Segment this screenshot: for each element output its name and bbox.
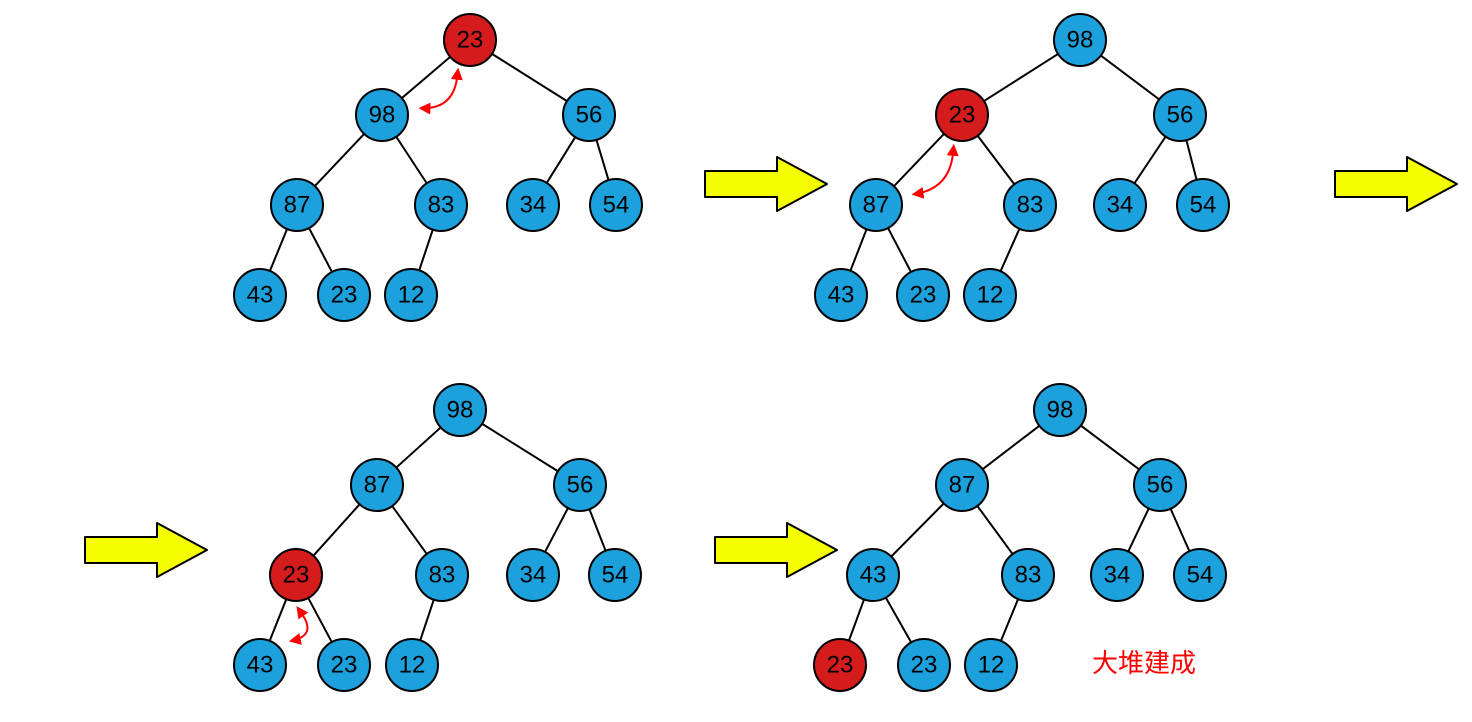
tree-node: 12 bbox=[385, 269, 437, 321]
node-label: 12 bbox=[978, 652, 1005, 679]
node-label: 43 bbox=[247, 652, 274, 679]
node-label: 34 bbox=[520, 562, 547, 589]
node-label: 23 bbox=[910, 282, 937, 309]
node-label: 54 bbox=[602, 562, 629, 589]
node-label: 23 bbox=[331, 652, 358, 679]
node-label: 87 bbox=[949, 472, 976, 499]
tree-node: 87 bbox=[351, 459, 403, 511]
tree-node: 98 bbox=[356, 89, 408, 141]
node-label: 23 bbox=[911, 652, 938, 679]
node-label: 12 bbox=[399, 652, 426, 679]
node-label: 98 bbox=[369, 102, 396, 129]
tree-node: 83 bbox=[1002, 549, 1054, 601]
tree-node: 54 bbox=[1177, 179, 1229, 231]
node-label: 56 bbox=[567, 472, 594, 499]
tree-node: 23 bbox=[444, 14, 496, 66]
tree-node: 23 bbox=[898, 639, 950, 691]
node-label: 54 bbox=[603, 192, 630, 219]
node-label: 98 bbox=[1067, 27, 1094, 54]
node-label: 23 bbox=[827, 652, 854, 679]
tree-node: 83 bbox=[1004, 179, 1056, 231]
node-label: 83 bbox=[429, 562, 456, 589]
node-label: 83 bbox=[1015, 562, 1042, 589]
node-label: 23 bbox=[949, 102, 976, 129]
node-label: 56 bbox=[1147, 472, 1174, 499]
node-label: 43 bbox=[247, 282, 274, 309]
tree-node: 54 bbox=[1174, 549, 1226, 601]
node-label: 54 bbox=[1187, 562, 1214, 589]
tree-node: 12 bbox=[964, 269, 1016, 321]
node-label: 43 bbox=[828, 282, 855, 309]
node-label: 54 bbox=[1190, 192, 1217, 219]
diagram-canvas: 23 98 56 87 83 34 54 43 23 12 98 23 56 87 83 34 54 43 23 12… bbox=[0, 0, 1472, 722]
tree-node: 43 bbox=[234, 639, 286, 691]
tree-node: 43 bbox=[815, 269, 867, 321]
node-label: 12 bbox=[398, 282, 425, 309]
tree-node: 83 bbox=[415, 179, 467, 231]
node-label: 43 bbox=[860, 562, 887, 589]
node-label: 98 bbox=[1047, 397, 1074, 424]
tree-node: 34 bbox=[1094, 179, 1146, 231]
tree-node: 98 bbox=[1034, 384, 1086, 436]
tree-node: 43 bbox=[847, 549, 899, 601]
tree-node: 43 bbox=[234, 269, 286, 321]
tree-node: 23 bbox=[318, 269, 370, 321]
tree-node: 54 bbox=[589, 549, 641, 601]
tree-node: 87 bbox=[850, 179, 902, 231]
node-label: 34 bbox=[1107, 192, 1134, 219]
tree-node: 83 bbox=[416, 549, 468, 601]
node-label: 34 bbox=[1104, 562, 1131, 589]
caption: 大堆建成 bbox=[1092, 648, 1196, 678]
node-label: 56 bbox=[576, 102, 603, 129]
node-label: 83 bbox=[428, 192, 455, 219]
node-label: 12 bbox=[977, 282, 1004, 309]
tree-node: 87 bbox=[936, 459, 988, 511]
node-label: 56 bbox=[1167, 102, 1194, 129]
node-label: 98 bbox=[447, 397, 474, 424]
tree-node: 56 bbox=[1154, 89, 1206, 141]
tree-node: 54 bbox=[590, 179, 642, 231]
node-label: 23 bbox=[457, 27, 484, 54]
tree-node: 23 bbox=[270, 549, 322, 601]
tree-node: 23 bbox=[936, 89, 988, 141]
tree-node: 23 bbox=[814, 639, 866, 691]
node-label: 23 bbox=[283, 562, 310, 589]
tree-node: 98 bbox=[434, 384, 486, 436]
tree-node: 34 bbox=[507, 549, 559, 601]
tree-node: 23 bbox=[897, 269, 949, 321]
tree-node: 34 bbox=[1091, 549, 1143, 601]
tree-node: 12 bbox=[965, 639, 1017, 691]
tree-node: 56 bbox=[554, 459, 606, 511]
node-label: 83 bbox=[1017, 192, 1044, 219]
node-label: 87 bbox=[863, 192, 890, 219]
tree-node: 87 bbox=[271, 179, 323, 231]
tree-node: 34 bbox=[507, 179, 559, 231]
tree-node: 12 bbox=[386, 639, 438, 691]
node-label: 87 bbox=[364, 472, 391, 499]
node-label: 87 bbox=[284, 192, 311, 219]
tree-node: 56 bbox=[563, 89, 615, 141]
tree-node: 23 bbox=[318, 639, 370, 691]
tree-node: 98 bbox=[1054, 14, 1106, 66]
node-label: 34 bbox=[520, 192, 547, 219]
node-label: 23 bbox=[331, 282, 358, 309]
tree-node: 56 bbox=[1134, 459, 1186, 511]
